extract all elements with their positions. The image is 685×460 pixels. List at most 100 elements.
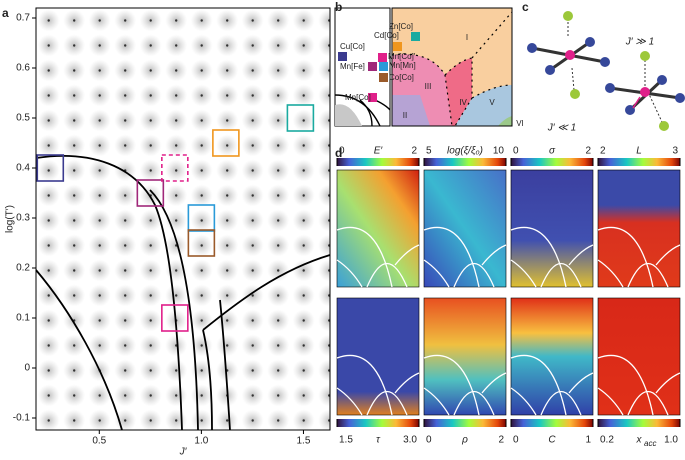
heatmap-boundaries [510, 354, 594, 416]
region-v [455, 85, 512, 126]
colorbar [511, 419, 593, 427]
colorbar-tick-label: 5 [426, 146, 432, 157]
colorbar-label: x [636, 435, 643, 446]
boundary-line [336, 354, 393, 416]
y-tick-label: 0.3 [16, 213, 30, 224]
y-tick-label: 0.4 [16, 163, 30, 174]
colorbar-tick-label: 1.0 [664, 435, 678, 446]
phase-box-frame [391, 7, 513, 127]
heatmap-boundaries [336, 354, 420, 416]
structure-label: J′ ≫ 1 [625, 37, 654, 48]
colorbar-tick-label: 2 [498, 435, 504, 446]
colorbar [511, 158, 593, 166]
boundary-line [597, 387, 624, 416]
boundary-line [597, 226, 654, 288]
legend-swatch [368, 62, 377, 71]
x-tick-label: 1.0 [194, 436, 208, 447]
boundary-line [366, 262, 408, 288]
colorbar [337, 419, 419, 427]
legend-label: Mn[Co]′ [388, 52, 416, 61]
legend-swatch [379, 73, 388, 82]
region-label: II [403, 111, 407, 120]
boundary-line [366, 390, 408, 416]
region-label: III [425, 82, 432, 91]
colorbar [598, 158, 680, 166]
boundary-line [540, 390, 582, 416]
phase-boundaries [35, 155, 331, 431]
boundary-line [510, 354, 567, 416]
legend-swatch [393, 42, 402, 51]
colorbar-tick-label: 2 [585, 146, 591, 157]
boundary-line [655, 372, 681, 394]
marker-box [136, 179, 165, 207]
boundary-line [568, 372, 594, 394]
boundary-line [394, 244, 420, 266]
legend-label: Mn[Fe] [340, 62, 365, 71]
phase-lines-right [391, 11, 513, 127]
y-tick-label: 0.6 [16, 63, 30, 74]
heatmap-boundaries [597, 226, 681, 288]
colorbar [424, 419, 506, 427]
colorbar-label: τ [376, 435, 381, 446]
colorbar-label-sub: acc [644, 439, 656, 448]
y-tick-label: 0 [24, 363, 30, 374]
region-label: IV [459, 98, 467, 107]
boundary-line [510, 387, 537, 416]
colorbar-tick-label: 0 [513, 146, 519, 157]
x-tick-label: 1.5 [297, 436, 311, 447]
region-label: V [489, 98, 495, 107]
panel-label: d [335, 146, 342, 160]
boundary-line [627, 390, 669, 416]
colorbar-tick-label: 2 [600, 146, 606, 157]
boundary-line [423, 226, 480, 288]
legend-swatch [411, 32, 420, 41]
colorbar [337, 158, 419, 166]
colorbar-label: log(ξ/ξ₀) [447, 146, 483, 157]
colorbar-tick-label: 0 [339, 146, 345, 157]
marker-box [187, 204, 216, 232]
region-label: VI [516, 119, 524, 128]
marker-box [161, 304, 189, 332]
colorbar-label: C [548, 435, 556, 446]
region-vi [498, 116, 512, 126]
marker-box [212, 129, 240, 157]
heatmap-boundaries [423, 226, 507, 288]
heatmap-boundaries [510, 226, 594, 288]
legend-swatch [338, 52, 347, 61]
boundary-line [597, 354, 654, 416]
region-ii [392, 95, 430, 126]
x-tick-label: 0.5 [92, 436, 106, 447]
y-axis-label: log(T′) [5, 205, 16, 233]
y-tick-label: 0.7 [16, 13, 30, 24]
colorbar-tick-label: 0 [426, 435, 432, 446]
colorbar-label: σ [549, 146, 556, 157]
legend-label: Cd[Co] [374, 31, 399, 40]
legend-label: Mn[Co] [345, 93, 371, 102]
colorbar-tick-label: 0.2 [600, 435, 614, 446]
colorbar-tick-label: 3.0 [403, 435, 417, 446]
heatmap-boundaries [423, 354, 507, 416]
structure-diagrams [527, 11, 685, 131]
colorbar-label: ρ [461, 435, 468, 446]
panel-label: a [2, 6, 9, 20]
boundary-line [597, 259, 624, 288]
legend-swatch [379, 62, 388, 71]
legend-label: Co[Co] [389, 73, 414, 82]
boundary-line [336, 226, 393, 288]
boundary-line [336, 387, 363, 416]
boundary-line [627, 262, 669, 288]
boundary-line [453, 262, 495, 288]
panel-label: c [522, 0, 529, 14]
colorbar [598, 419, 680, 427]
boundary-line [481, 244, 507, 266]
colorbar-label: L [636, 146, 642, 157]
y-tick-label: 0.2 [16, 263, 30, 274]
legend-label: Zn[Co] [389, 22, 413, 31]
boundary-line [510, 259, 537, 288]
lattice-background [36, 8, 330, 430]
region-shade [335, 104, 362, 126]
marker-box [161, 154, 189, 182]
boundary-line [540, 262, 582, 288]
boundary-line [568, 244, 594, 266]
